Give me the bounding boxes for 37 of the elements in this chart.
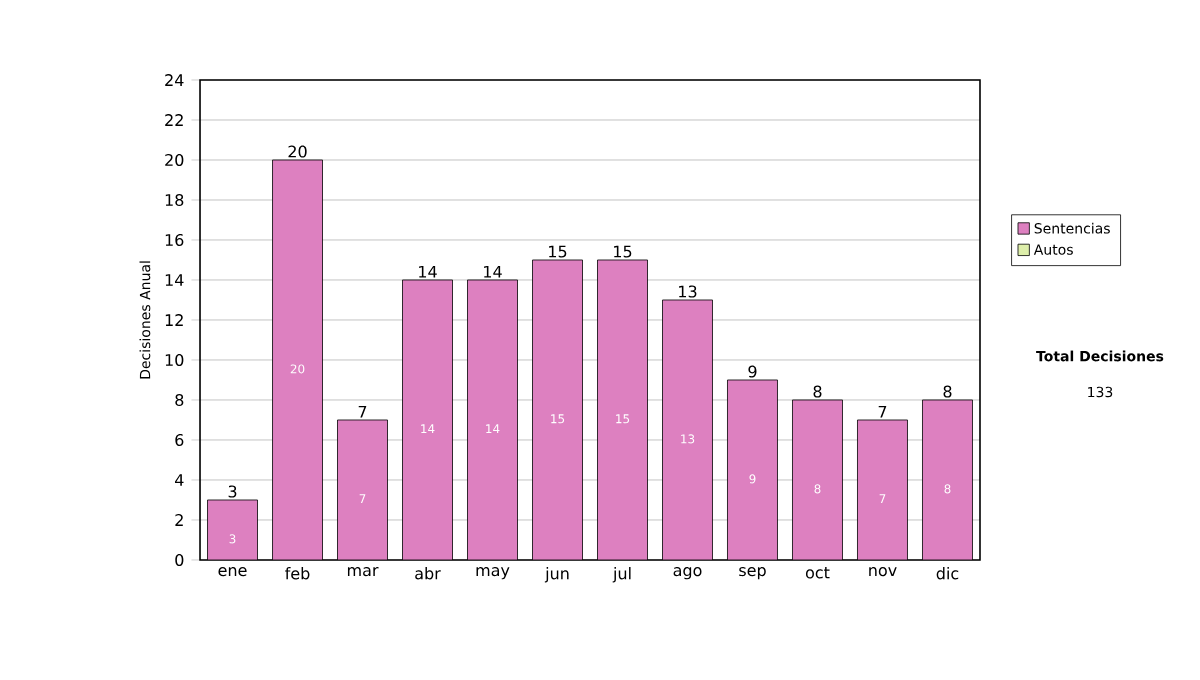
y-tick-label: 16: [165, 233, 184, 247]
total-label: 9: [748, 365, 757, 378]
y-tick-label: 14: [165, 274, 184, 286]
total-label: 7: [878, 405, 887, 418]
y-tick-label: 10: [165, 353, 184, 367]
total-label: 13: [679, 285, 697, 298]
x-tick-label: abr: [415, 567, 441, 580]
y-tick-label: 24: [165, 74, 184, 86]
x-tick-label: sep: [739, 567, 766, 580]
total-label: 8: [813, 385, 822, 398]
total-label: 15: [614, 245, 632, 258]
y-tick-label: 20: [165, 153, 184, 167]
y-tick-label: 6: [175, 433, 184, 447]
total-label: 14: [419, 265, 437, 278]
x-tick-label: ago: [673, 567, 702, 580]
total-label: 7: [358, 405, 367, 418]
x-tick-label: jun: [544, 567, 569, 583]
total-label: 14: [484, 265, 502, 278]
y-tick-label: 18: [165, 193, 184, 207]
x-tick-label: dic: [936, 567, 959, 580]
x-tick-label: oct: [805, 567, 830, 579]
x-tick-label: may: [476, 567, 510, 580]
x-tick-label: mar: [347, 567, 379, 577]
y-tick-label: 8: [175, 393, 184, 407]
x-tick-label: nov: [869, 567, 897, 577]
y-tick-label: 0: [175, 553, 184, 567]
y-tick-label: 22: [165, 114, 183, 126]
total-label: 3: [228, 485, 237, 498]
total-label: 20: [288, 145, 307, 158]
y-tick-label: 12: [165, 314, 183, 326]
y-tick-label: 2: [175, 514, 183, 526]
total-label: 8: [943, 385, 952, 398]
x-tick-label: feb: [285, 567, 310, 580]
y-tick-label: 4: [175, 474, 184, 486]
total-label: 15: [549, 245, 567, 258]
x-tick-label: ene: [218, 567, 247, 577]
x-tick-label: jul: [612, 567, 631, 583]
